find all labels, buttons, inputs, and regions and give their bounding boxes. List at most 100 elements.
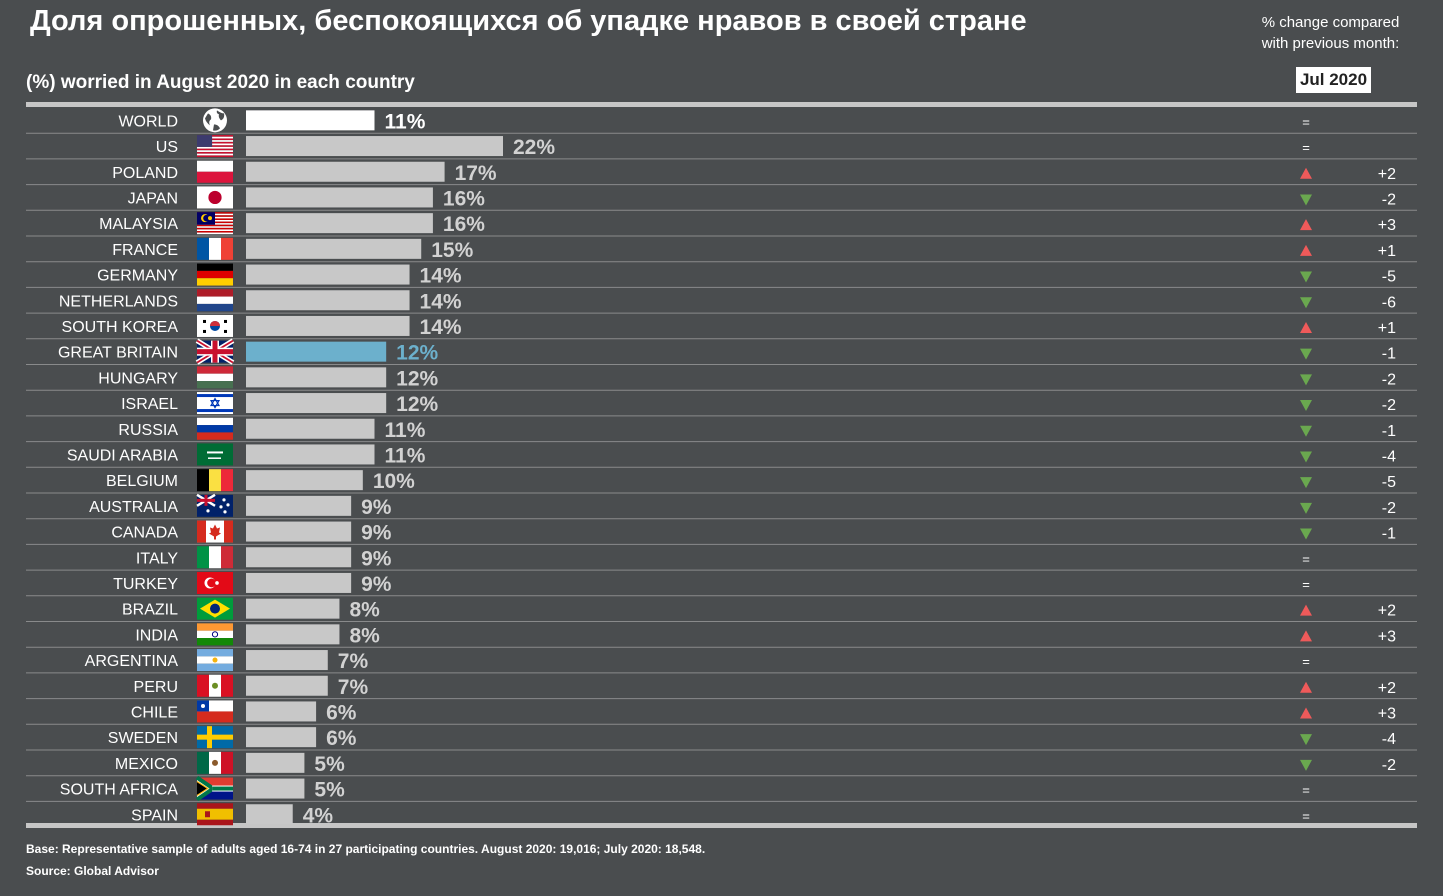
up-arrow-icon bbox=[1300, 630, 1312, 642]
country-label: ITALY bbox=[136, 550, 178, 567]
flag-mexico-icon bbox=[197, 751, 233, 774]
top-rule bbox=[26, 102, 1417, 107]
no-change-label: = bbox=[1302, 140, 1310, 155]
change-label: +3 bbox=[1378, 217, 1396, 234]
down-arrow-icon bbox=[1300, 502, 1312, 514]
value-label: 16% bbox=[443, 213, 485, 236]
flag-france-icon bbox=[197, 237, 233, 260]
country-label: FRANCE bbox=[112, 242, 178, 259]
change-header: % change compared with previous month: bbox=[1238, 12, 1423, 54]
value-label: 11% bbox=[385, 419, 426, 442]
flag-germany-icon bbox=[197, 263, 233, 286]
country-label: AUSTRALIA bbox=[89, 499, 178, 516]
bar bbox=[246, 598, 340, 619]
change-label: +2 bbox=[1378, 166, 1396, 183]
change-label: -1 bbox=[1382, 423, 1396, 440]
row-netherlands: NETHERLANDS 14% -6 bbox=[26, 286, 1417, 313]
bar bbox=[246, 727, 317, 748]
country-label: INDIA bbox=[135, 627, 178, 644]
flag-russia-icon bbox=[197, 417, 233, 440]
country-label: TURKEY bbox=[113, 576, 178, 593]
value-label: 22% bbox=[513, 136, 555, 159]
bar bbox=[246, 238, 422, 259]
bar bbox=[246, 315, 410, 336]
flag-hungary-icon bbox=[197, 366, 233, 389]
change-label: -5 bbox=[1382, 474, 1396, 491]
change-header-line2: with previous month: bbox=[1261, 35, 1400, 52]
down-arrow-icon bbox=[1300, 374, 1312, 386]
globe-icon bbox=[203, 108, 227, 133]
value-label: 5% bbox=[314, 753, 345, 776]
flag-turkey-icon bbox=[197, 571, 233, 594]
value-label: 5% bbox=[314, 779, 345, 802]
row-canada: CANADA 9% -1 bbox=[26, 518, 1417, 545]
country-label: JAPAN bbox=[128, 190, 178, 207]
base-footnote: Base: Representative sample of adults ag… bbox=[26, 842, 706, 856]
country-label: ISRAEL bbox=[121, 396, 178, 413]
up-arrow-icon bbox=[1300, 707, 1312, 719]
country-label: US bbox=[156, 139, 178, 156]
country-label: WORLD bbox=[118, 113, 178, 130]
bar bbox=[246, 367, 387, 388]
bar bbox=[246, 752, 305, 773]
no-change-label: = bbox=[1302, 551, 1310, 566]
value-label: 16% bbox=[443, 187, 485, 210]
no-change-label: = bbox=[1302, 577, 1310, 592]
comparison-month-badge: Jul 2020 bbox=[1296, 67, 1371, 93]
country-label: CHILE bbox=[131, 704, 178, 721]
country-label: ARGENTINA bbox=[85, 653, 179, 670]
value-label: 14% bbox=[420, 316, 462, 339]
value-label: 14% bbox=[420, 265, 462, 288]
flag-south-korea-icon bbox=[197, 314, 233, 337]
flag-chile-icon bbox=[197, 700, 233, 723]
change-label: -2 bbox=[1382, 500, 1396, 517]
bar bbox=[246, 290, 410, 311]
flag-brazil-icon bbox=[197, 597, 233, 620]
bar bbox=[246, 650, 328, 671]
up-arrow-icon bbox=[1300, 321, 1312, 333]
value-label: 11% bbox=[385, 110, 426, 133]
row-mexico: MEXICO 5% -2 bbox=[26, 749, 1417, 776]
bar bbox=[246, 264, 410, 285]
value-label: 8% bbox=[349, 624, 380, 647]
page-title: Доля опрошенных, беспокоящихся об упадке… bbox=[30, 5, 1027, 37]
row-turkey: TURKEY 9% = bbox=[26, 569, 1417, 596]
bar bbox=[246, 187, 433, 208]
bar bbox=[246, 161, 445, 182]
chart-subtitle: (%) worried in August 2020 in each count… bbox=[26, 72, 415, 93]
up-arrow-icon bbox=[1300, 219, 1312, 231]
bar bbox=[246, 495, 352, 516]
row-south-africa: SOUTH AFRICA 5% = bbox=[26, 775, 1417, 802]
value-label: 8% bbox=[349, 599, 380, 622]
value-label: 15% bbox=[431, 239, 473, 262]
country-label: PERU bbox=[134, 679, 178, 696]
change-label: -2 bbox=[1382, 757, 1396, 774]
value-label: 7% bbox=[338, 650, 369, 673]
country-label: SAUDI ARABIA bbox=[67, 447, 178, 464]
row-chile: CHILE 6% +3 bbox=[26, 698, 1417, 724]
change-label: +2 bbox=[1378, 603, 1396, 620]
row-spain: SPAIN 4% = bbox=[26, 800, 1417, 827]
no-change-label: = bbox=[1302, 783, 1310, 798]
flag-sweden-icon bbox=[197, 726, 233, 749]
value-label: 6% bbox=[326, 727, 357, 750]
bar bbox=[246, 213, 433, 234]
flag-japan-icon bbox=[197, 186, 233, 209]
bar bbox=[246, 341, 387, 362]
country-label: SOUTH KOREA bbox=[62, 319, 179, 336]
flag-australia-icon bbox=[196, 493, 233, 517]
row-great-britain: GREAT BRITAIN 12% -1 bbox=[26, 338, 1417, 365]
change-header-line1: % change compared bbox=[1261, 14, 1400, 31]
value-label: 4% bbox=[303, 804, 334, 827]
row-peru: PERU 7% +2 bbox=[26, 672, 1417, 699]
row-australia: AUSTRALIA 9% -2 bbox=[26, 492, 1417, 519]
down-arrow-icon bbox=[1300, 400, 1312, 412]
value-label: 9% bbox=[361, 522, 392, 545]
value-label: 12% bbox=[396, 393, 438, 416]
change-label: -4 bbox=[1382, 448, 1396, 465]
row-hungary: HUNGARY 12% -2 bbox=[26, 364, 1417, 390]
row-south-korea: SOUTH KOREA 14% +1 bbox=[26, 312, 1417, 339]
country-label: HUNGARY bbox=[98, 370, 178, 387]
change-label: -6 bbox=[1382, 294, 1396, 311]
country-label: BRAZIL bbox=[122, 602, 178, 619]
